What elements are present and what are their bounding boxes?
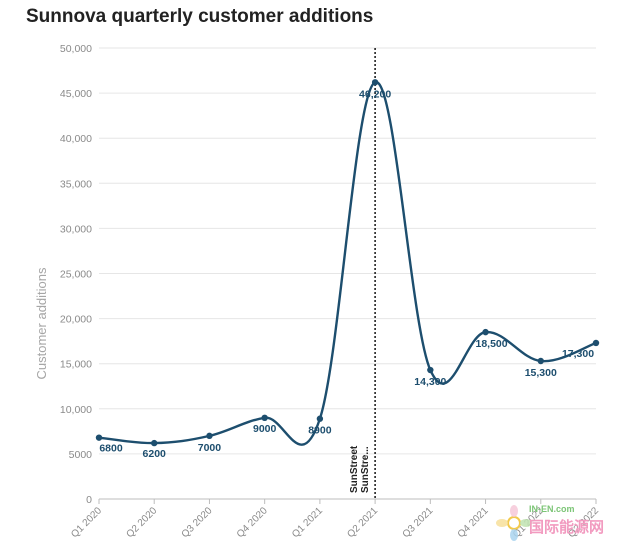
chart-title: Sunnova quarterly customer additions bbox=[26, 6, 374, 27]
data-point bbox=[316, 415, 324, 422]
data-label: 17,300 bbox=[562, 348, 594, 360]
data-label: 9000 bbox=[253, 423, 277, 435]
data-label: 15,300 bbox=[525, 367, 557, 379]
watermark: IN-EN.com 国际能源网 bbox=[495, 500, 613, 546]
data-point bbox=[482, 328, 489, 336]
y-tick-label: 40,000 bbox=[60, 133, 92, 145]
data-label: 7000 bbox=[198, 442, 222, 454]
data-label: 6200 bbox=[143, 448, 167, 460]
watermark-brand-text: 国际能源网 bbox=[529, 519, 605, 536]
data-point bbox=[261, 414, 268, 422]
data-label: 46,200 bbox=[359, 88, 391, 100]
axes: 0 5000 10,000 15,000 20,000 25,000 30,000 35,00… bbox=[34, 43, 601, 540]
series-path bbox=[97, 81, 598, 446]
x-tick-label: Q3 2020 bbox=[180, 505, 215, 540]
data-label: 6800 bbox=[99, 443, 123, 455]
data-label: 8900 bbox=[308, 425, 332, 437]
data-point bbox=[427, 366, 434, 374]
data-point bbox=[592, 339, 600, 347]
y-tick-label: 25,000 bbox=[60, 269, 92, 281]
data-point bbox=[537, 357, 544, 365]
x-tick-label: Q4 2020 bbox=[235, 505, 270, 540]
y-tick-label: 15,000 bbox=[60, 359, 92, 371]
x-tick-label: Q1 2021 bbox=[290, 505, 325, 540]
x-tick-label: Q1 2020 bbox=[69, 505, 104, 540]
y-tick-label: 50,000 bbox=[60, 43, 92, 55]
annotation-sunstreet: SunStreet SunStre... bbox=[349, 48, 376, 499]
data-point bbox=[206, 432, 213, 440]
data-point bbox=[151, 439, 158, 447]
grid-lines bbox=[99, 47, 596, 500]
data-points bbox=[95, 79, 600, 447]
y-tick-label: 0 bbox=[86, 494, 92, 506]
y-tick-label: 30,000 bbox=[60, 223, 92, 235]
data-label: 14,300 bbox=[414, 376, 446, 388]
y-tick-label: 45,000 bbox=[60, 88, 92, 100]
annotation-label: SunStreet bbox=[349, 445, 360, 493]
y-tick-label: 5000 bbox=[69, 449, 93, 461]
data-point bbox=[95, 434, 103, 441]
series-line bbox=[97, 81, 598, 446]
y-tick-label: 20,000 bbox=[60, 314, 92, 326]
data-labels: 6800 6200 7000 9000 8900 46,200 14,300 18,500 15… bbox=[99, 88, 594, 460]
data-label: 18,500 bbox=[475, 338, 507, 350]
x-tick-label: Q2 2020 bbox=[124, 505, 159, 540]
annotation-label: SunStre... bbox=[360, 446, 371, 493]
x-tick-label: Q3 2021 bbox=[401, 505, 436, 540]
watermark-logo-icon bbox=[496, 505, 532, 541]
y-tick-label: 35,000 bbox=[60, 178, 92, 190]
y-tick-label: 10,000 bbox=[60, 404, 92, 416]
watermark-site-text: IN-EN.com bbox=[529, 504, 575, 514]
x-tick-label: Q2 2021 bbox=[345, 505, 380, 540]
x-tick-label: Q4 2021 bbox=[456, 505, 491, 540]
data-point bbox=[371, 79, 379, 86]
y-axis-label: Customer additions bbox=[34, 267, 49, 379]
